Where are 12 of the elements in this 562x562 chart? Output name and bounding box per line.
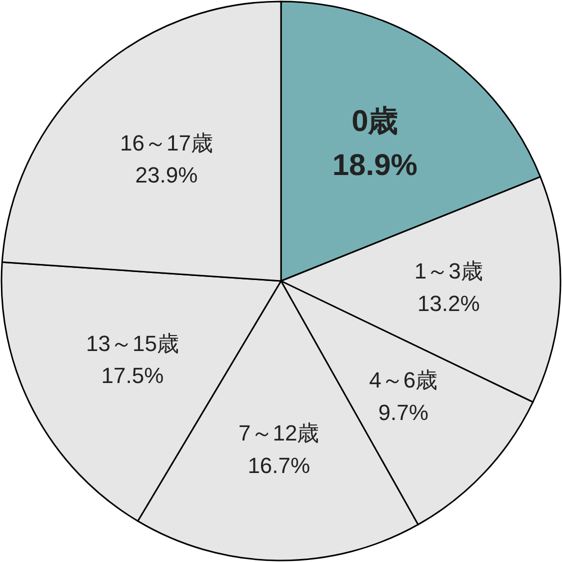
data-label: 18.9% — [332, 149, 418, 182]
slice-label: 4～6歳 — [369, 368, 438, 393]
data-label: 23.9% — [135, 162, 198, 188]
data-label: 13.2% — [417, 290, 480, 316]
slice-label: 13～15歳 — [86, 330, 179, 356]
slice-label: 0歳 — [352, 105, 398, 138]
slice-label: 7～12歳 — [238, 420, 320, 446]
data-label: 17.5% — [101, 363, 164, 388]
data-label: 9.7% — [378, 400, 428, 425]
data-label: 16.7% — [248, 452, 310, 478]
slice-label: 1～3歳 — [414, 258, 483, 284]
slice-label: 16～17歳 — [120, 130, 213, 156]
